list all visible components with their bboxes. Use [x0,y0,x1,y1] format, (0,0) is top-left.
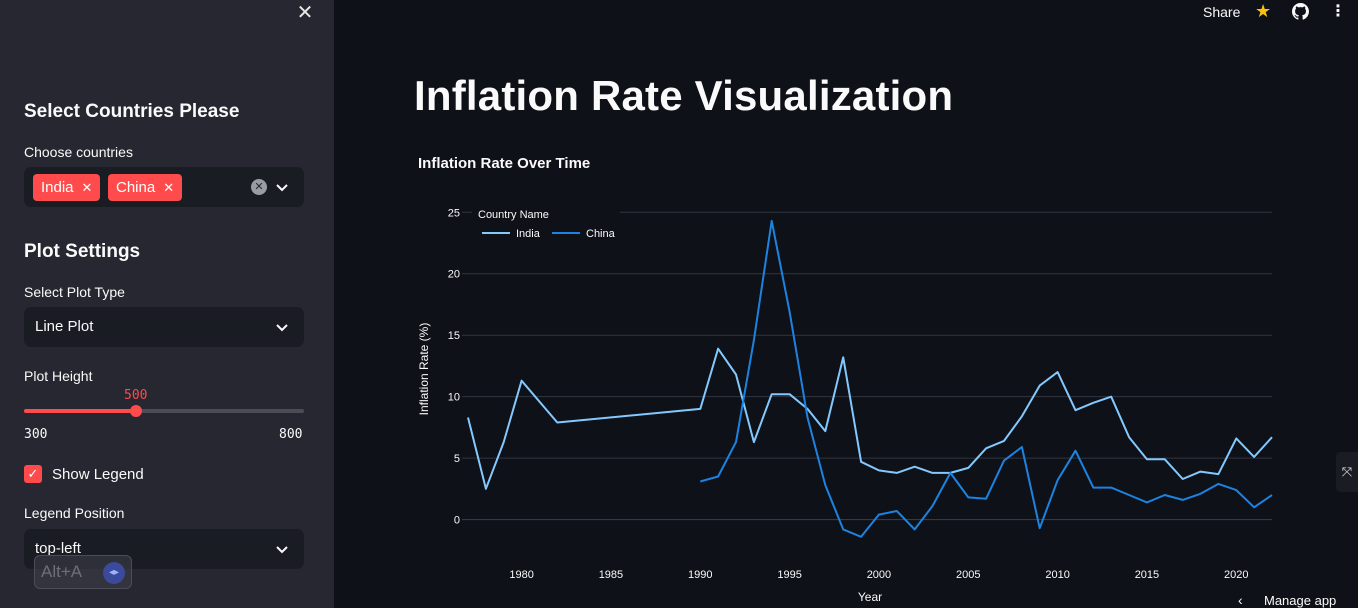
chevron-left-icon[interactable]: ‹ [1238,592,1243,608]
tag-india: India ✕ [33,174,101,201]
chevron-down-icon [276,546,288,554]
show-legend-label[interactable]: Show Legend [52,466,144,483]
plot-type-select[interactable]: Line Plot [24,307,304,347]
countries-label: Choose countries [24,144,133,160]
chart-grid [462,211,1272,521]
legend-background [472,206,620,244]
x-axis-label: Year [858,590,882,604]
sidebar: ✕ Select Countries Please Choose countri… [0,0,334,608]
share-button[interactable]: Share [1203,4,1241,20]
page-title: Inflation Rate Visualization [414,72,954,119]
section-title-plot-settings: Plot Settings [24,241,141,262]
slider-max: 800 [279,427,303,442]
plot-height-label: Plot Height [24,368,93,384]
plot-type-label: Select Plot Type [24,284,125,300]
y-tick-label: 5 [454,453,460,465]
plot-height-slider-thumb[interactable] [130,405,142,417]
chevron-down-icon [276,324,288,332]
x-tick-label: 2010 [1045,569,1069,581]
y-ticks: 0 5 10 15 20 25 [448,207,460,526]
slider-min: 300 [24,427,48,442]
legend-position-label: Legend Position [24,505,125,521]
section-title-countries: Select Countries Please [24,101,240,122]
clear-all-icon[interactable]: ✕ [251,179,267,195]
manage-app-button[interactable]: Manage app [1264,593,1337,608]
x-tick-label: 1980 [509,569,533,581]
show-legend-checkbox[interactable]: ✓ [24,465,42,483]
plot-type-value: Line Plot [35,318,94,335]
star-icon[interactable]: ★ [1255,1,1272,21]
countries-multiselect[interactable]: India ✕ China ✕ ✕ [24,167,304,207]
chart-lines [467,219,1273,538]
x-tick-label: 1985 [599,569,623,581]
chart-title: Inflation Rate Over Time [418,155,591,172]
chart-legend[interactable]: Country Name India China [472,206,620,244]
more-vertical-icon[interactable]: ⋮ [1330,3,1346,20]
y-tick-label: 0 [454,515,460,527]
legend-title: Country Name [478,209,549,221]
legend-position-value: top-left [35,540,81,557]
tag-label: India [41,179,74,196]
tag-label: China [116,179,156,196]
legend-item-china: China [586,228,616,240]
x-ticks: 1980 1985 1990 1995 2000 2005 2010 2015 2020 [509,569,1248,581]
x-tick-label: 2015 [1135,569,1159,581]
microphone-icon: ◂▸ [103,562,125,584]
legend-item-india: India [516,228,541,240]
x-tick-label: 1995 [777,569,801,581]
slider-fill [24,409,136,413]
github-icon[interactable] [1292,3,1309,20]
line-chart[interactable]: 0 5 10 15 20 25 1980 1985 1990 1995 2000 2005 2010 2… [334,180,1284,608]
expand-handle-icon[interactable]: ⤧ [1336,452,1358,492]
x-tick-label: 2000 [867,569,891,581]
close-icon[interactable]: ✕ [296,2,314,24]
y-axis-label: Inflation Rate (%) [417,323,431,416]
alt-a-label: Alt+A [41,562,83,581]
y-tick-label: 25 [448,207,460,219]
remove-tag-icon[interactable]: ✕ [163,180,175,195]
x-tick-label: 2020 [1224,569,1248,581]
remove-tag-icon[interactable]: ✕ [81,180,93,195]
series-line-india [467,347,1273,490]
y-tick-label: 10 [448,392,460,404]
alt-a-badge[interactable]: Alt+A ◂▸ [34,555,132,589]
chevron-down-icon[interactable] [274,179,290,195]
y-tick-label: 20 [448,269,460,281]
tag-china: China ✕ [108,174,183,201]
slider-value: 500 [124,388,148,403]
y-tick-label: 15 [448,330,460,342]
x-tick-label: 2005 [956,569,980,581]
series-line-china [700,219,1273,538]
x-tick-label: 1990 [688,569,712,581]
plot-height-slider-track[interactable] [24,409,304,413]
